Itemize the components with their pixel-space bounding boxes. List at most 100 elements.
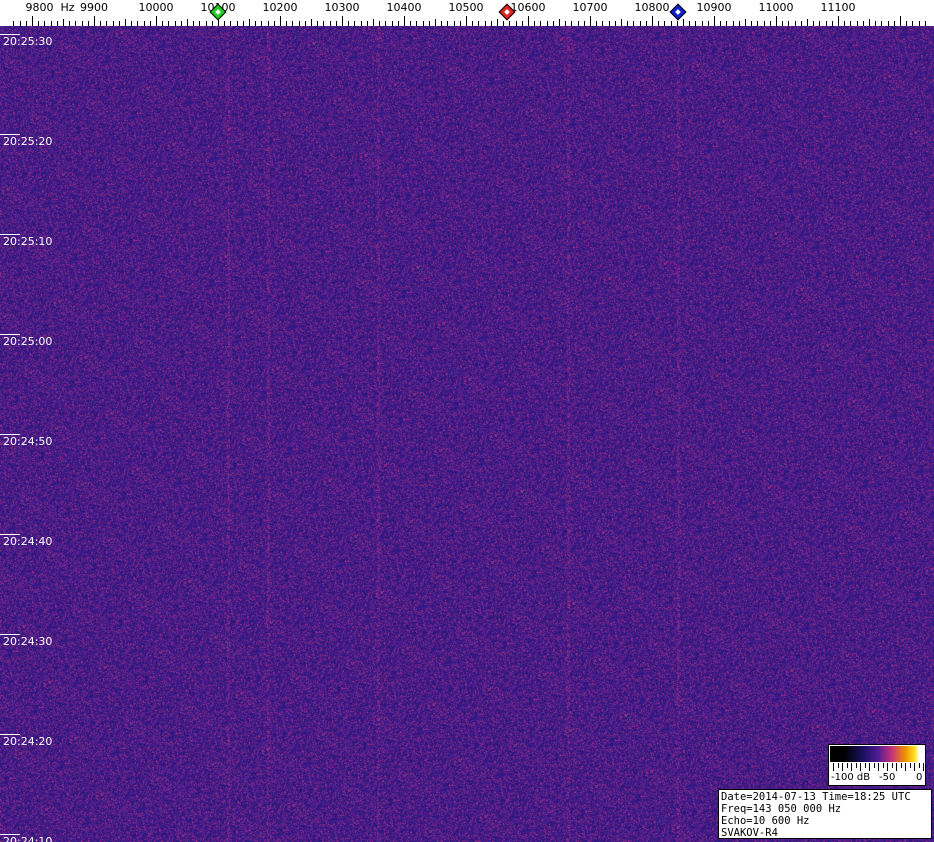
frequency-tick-label: 9900 <box>80 1 108 14</box>
colorbar-label-mid: -50 <box>879 772 896 783</box>
frequency-tick <box>565 21 566 26</box>
frequency-tick <box>131 21 132 26</box>
frequency-tick <box>13 21 14 26</box>
frequency-tick <box>75 21 76 26</box>
frequency-tick <box>447 21 448 26</box>
colorbar-tick <box>837 763 839 768</box>
frequency-tick <box>392 21 393 26</box>
frequency-tick <box>162 21 163 26</box>
frequency-tick <box>261 21 262 26</box>
colorbar-tick <box>855 763 857 768</box>
frequency-tick <box>888 21 889 26</box>
frequency-tick <box>175 21 176 26</box>
frequency-tick <box>881 21 882 26</box>
frequency-tick <box>640 21 641 26</box>
frequency-tick <box>206 21 207 26</box>
info-date-time: Date=2014-07-13 Time=18:25 UTC <box>721 791 911 803</box>
frequency-tick <box>137 21 138 26</box>
frequency-tick <box>596 21 597 26</box>
frequency-tick <box>528 16 529 26</box>
frequency-tick <box>516 21 517 26</box>
frequency-tick-label: 10900 <box>696 1 732 14</box>
frequency-tick <box>912 21 913 26</box>
frequency-tick <box>398 21 399 26</box>
colorbar-tick <box>846 763 848 768</box>
frequency-tick <box>708 21 709 26</box>
colorbar-tick <box>887 763 888 771</box>
frequency-tick <box>788 21 789 26</box>
time-tick <box>0 434 20 435</box>
info-echo: Echo=10 600 Hz <box>721 815 810 827</box>
frequency-tick <box>652 16 653 26</box>
frequency-tick <box>633 21 634 26</box>
frequency-tick <box>168 21 169 26</box>
frequency-tick <box>441 21 442 26</box>
frequency-tick <box>919 21 920 26</box>
frequency-tick-label: 10300 <box>324 1 360 14</box>
frequency-tick-label: 9800 Hz <box>25 1 75 14</box>
frequency-tick <box>230 21 231 26</box>
colorbar-tick <box>896 763 897 771</box>
time-tick <box>0 634 20 635</box>
frequency-tick <box>218 16 219 26</box>
frequency-tick <box>714 16 715 26</box>
frequency-tick <box>857 21 858 26</box>
time-tick <box>0 334 20 335</box>
frequency-tick <box>671 21 672 26</box>
frequency-tick <box>212 21 213 26</box>
frequency-tick <box>534 21 535 26</box>
colorbar-tick <box>878 763 879 771</box>
frequency-tick <box>224 21 225 26</box>
colorbar-tick <box>909 763 911 768</box>
frequency-tick <box>702 21 703 26</box>
colorbar-tick <box>891 763 893 768</box>
frequency-tick <box>925 21 926 26</box>
frequency-tick <box>795 21 796 26</box>
info-box: Date=2014-07-13 Time=18:25 UTC Freq=143 … <box>718 789 932 839</box>
frequency-ruler: 9800 Hz990010000101001020010300104001050… <box>0 0 934 26</box>
frequency-tick <box>540 21 541 26</box>
frequency-tick-label: 11100 <box>820 1 856 14</box>
frequency-tick <box>807 19 808 26</box>
frequency-marker-icon[interactable] <box>669 3 687 21</box>
frequency-tick <box>416 21 417 26</box>
frequency-tick <box>361 21 362 26</box>
frequency-tick <box>819 21 820 26</box>
frequency-tick <box>385 21 386 26</box>
frequency-tick <box>522 21 523 26</box>
time-tick <box>0 534 20 535</box>
frequency-tick <box>813 21 814 26</box>
frequency-tick <box>354 21 355 26</box>
frequency-tick <box>850 21 851 26</box>
frequency-tick <box>348 21 349 26</box>
frequency-tick <box>906 21 907 26</box>
time-tick <box>0 134 20 135</box>
frequency-tick <box>113 21 114 26</box>
time-tick <box>0 234 20 235</box>
frequency-tick <box>460 21 461 26</box>
frequency-tick <box>739 21 740 26</box>
frequency-tick <box>305 21 306 26</box>
frequency-tick <box>199 21 200 26</box>
frequency-tick <box>497 19 498 26</box>
frequency-tick <box>299 21 300 26</box>
frequency-tick-label: 10400 <box>386 1 422 14</box>
frequency-tick <box>621 19 622 26</box>
frequency-tick <box>726 21 727 26</box>
frequency-tick <box>900 16 901 26</box>
frequency-tick <box>683 19 684 26</box>
colorbar-tick <box>860 763 861 771</box>
frequency-tick <box>26 21 27 26</box>
frequency-tick <box>249 19 250 26</box>
frequency-tick <box>844 21 845 26</box>
frequency-tick <box>646 21 647 26</box>
time-tick <box>0 834 20 835</box>
time-tick-label: 20:24:50 <box>3 435 53 448</box>
frequency-tick-label: 11000 <box>758 1 794 14</box>
frequency-tick <box>757 21 758 26</box>
spectrogram-canvas <box>0 26 934 842</box>
frequency-tick <box>243 21 244 26</box>
frequency-tick <box>832 21 833 26</box>
frequency-tick-label: 10200 <box>262 1 298 14</box>
